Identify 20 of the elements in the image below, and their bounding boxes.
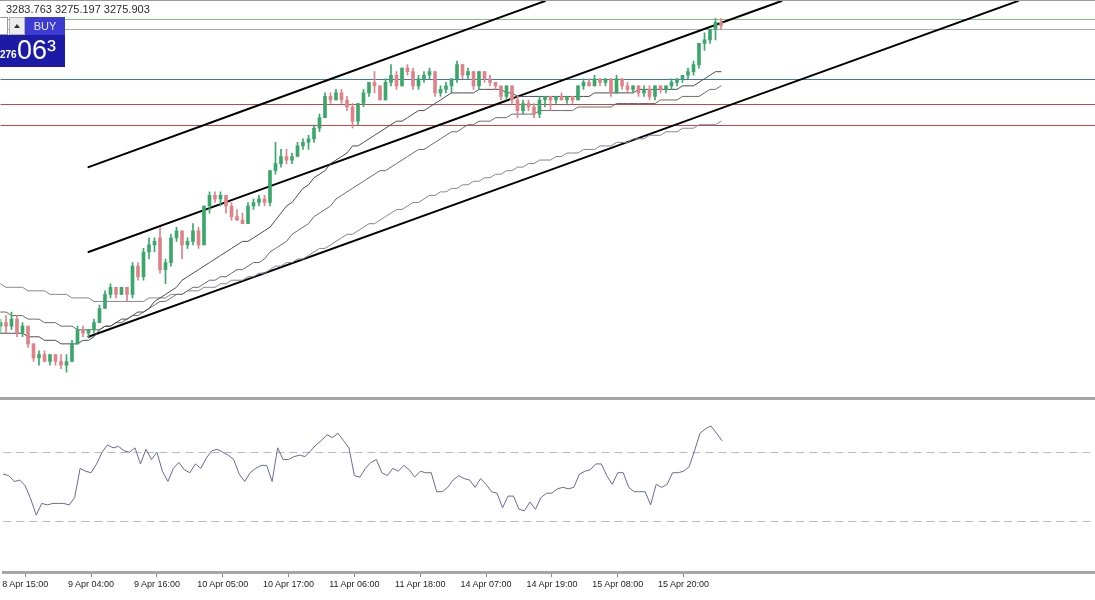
x-tick-label: 8 Apr 15:00: [2, 579, 49, 590]
x-tick-label: 14 Apr 19:00: [526, 579, 578, 590]
price-panel: 27606³: [0, 35, 65, 67]
candlestick: [378, 85, 382, 101]
buy-button: BUY: [25, 17, 65, 35]
candlestick: [400, 67, 404, 87]
x-tick-label: 14 Apr 07:00: [460, 579, 512, 590]
x-tick-label: 9 Apr 16:00: [133, 579, 180, 590]
x-tick-label: 9 Apr 04:00: [68, 579, 115, 590]
candlestick: [202, 205, 206, 246]
text: 3283.763 3275.197 3275.903: [6, 3, 150, 16]
x-tick-label: 11 Apr 06:00: [329, 579, 380, 590]
x-tick-label: 10 Apr 17:00: [263, 579, 315, 590]
annotation: 276: [0, 49, 17, 60]
x-tick-label: 11 Apr 18:00: [395, 579, 446, 590]
annotation: 06³: [17, 35, 57, 66]
x-tick-label: 15 Apr 20:00: [658, 579, 710, 590]
x-tick-label: 10 Apr 05:00: [197, 579, 249, 590]
candlestick: [576, 85, 580, 101]
x-tick-label: 15 Apr 08:00: [592, 579, 644, 590]
